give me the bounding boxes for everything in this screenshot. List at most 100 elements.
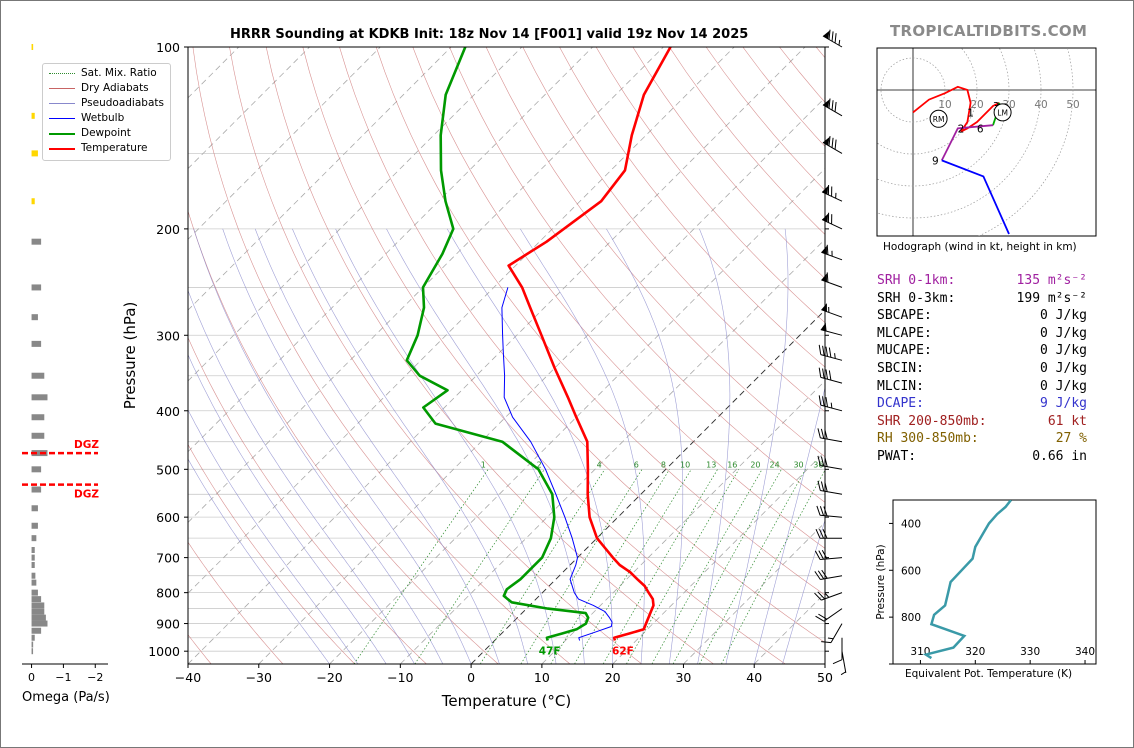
barb-flag: [815, 615, 825, 622]
param-row: SBCIN: 0 J/kg: [877, 360, 1087, 378]
moist-adiabat-line: [697, 228, 731, 664]
hodograph-ring-label: 40: [1034, 99, 1047, 111]
legend-label: Temperature: [81, 142, 148, 154]
barb-shaft: [823, 608, 843, 622]
theta-e-frame: [892, 499, 1097, 665]
omega-bar: [31, 284, 42, 291]
barb-flag: [820, 456, 825, 467]
isotherm-line: [188, 47, 806, 664]
isotherm-line: [329, 167, 825, 664]
legend-swatch: [49, 118, 75, 119]
omega-bar: [31, 596, 42, 603]
barb-shaft: [830, 623, 843, 643]
hodograph-plot: 102030405012369LMRM: [877, 48, 1096, 236]
moist-adiabat-line: [188, 409, 359, 664]
theta-e-x-tick-label: 320: [965, 646, 985, 658]
skewt-axes: −40 −30 −20 −10 0 10 20 30 40 50 100 200 300 400 500 60…: [121, 40, 833, 710]
param-label: SRH 0-1km:: [877, 273, 956, 288]
series-dewpoint: [405, 47, 590, 641]
y-tick-label: 200: [156, 222, 180, 237]
wind-barb: [814, 550, 843, 561]
omega-bar: [31, 648, 34, 655]
param-label: SBCAPE:: [877, 308, 932, 324]
barb-shaft: [820, 514, 843, 518]
page-title: HRRR Sounding at KDKB Init: 18z Nov 14 […: [230, 27, 749, 42]
barb-flag: [818, 344, 822, 355]
omega-bar: [31, 561, 35, 568]
moist-adiabat-line: [188, 353, 387, 664]
omega-x-tick-label: −1: [55, 671, 71, 684]
barb-pennant: [822, 185, 829, 195]
omega-bar: [31, 238, 42, 245]
barb-flag: [828, 98, 831, 109]
dry-adiabat-line: [229, 47, 642, 664]
y-tick-label: 800: [156, 586, 180, 601]
omega-bar: [31, 620, 48, 627]
omega-bar: [31, 627, 42, 634]
mixing-ratio-line: [353, 469, 489, 664]
skewt-traces: 47F 62F: [405, 47, 672, 657]
barb-pennant: [822, 136, 830, 146]
wind-barb: [821, 185, 843, 202]
mixing-ratio-label: 24: [770, 460, 780, 469]
hodograph-height-label: 2: [958, 123, 965, 135]
param-row: MLCIN: 0 J/kg: [877, 378, 1087, 396]
theta-e-y-tick-label: 600: [901, 565, 921, 577]
omega-bar: [31, 535, 37, 542]
wind-barb: [821, 303, 843, 318]
barb-flag: [820, 481, 825, 492]
mixing-ratio-line: [479, 469, 606, 664]
barb-flag: [817, 570, 825, 580]
y-tick-label: 100: [156, 40, 180, 55]
wind-barb: [814, 569, 843, 581]
moist-adiabat-line: [782, 518, 825, 664]
dry-adiabat-line: [188, 209, 499, 664]
moist-adiabat-line: [222, 228, 472, 664]
omega-bar: [31, 522, 38, 529]
barb-half-flag: [828, 307, 830, 313]
omega-bar: [31, 150, 38, 157]
x-tick-label: 40: [746, 670, 762, 685]
barb-shaft: [820, 557, 843, 561]
storm-motion-lm-marker: [993, 103, 1012, 122]
x-tick-label: 30: [675, 670, 691, 685]
mixing-ratio-line: [520, 469, 643, 664]
mixing-ratio-label: 16: [727, 460, 737, 469]
param-row: MUCAPE: 0 J/kg: [877, 342, 1087, 360]
barb-flag: [834, 101, 837, 112]
barb-flag: [828, 136, 831, 146]
hodograph-height-label: 9: [932, 155, 939, 167]
param-label: SBCIN:: [877, 360, 924, 376]
y-tick-label: 700: [156, 551, 180, 566]
y-tick-label: 500: [156, 462, 180, 477]
omega-bar: [31, 589, 38, 596]
dry-adiabat-line: [375, 47, 825, 596]
dry-adiabat-line: [559, 47, 825, 368]
moist-adiabat-line: [193, 228, 444, 664]
omega-bar: [31, 372, 45, 379]
storm-motion-rm-marker: [929, 109, 948, 128]
omega-bar: [31, 414, 45, 421]
barb-half-flag: [831, 250, 833, 257]
param-row: SRH 0-3km: 199 m²s⁻²: [877, 290, 1087, 308]
skewt-axes-frame: [187, 46, 826, 665]
wind-barb: [822, 98, 843, 117]
wind-barb: [818, 367, 843, 384]
moist-adiabat-line: [292, 228, 528, 664]
surface-temperature-label: 62F: [612, 645, 634, 657]
wind-barb: [840, 651, 847, 676]
param-row: RH 300-850mb: 27 %: [877, 430, 1087, 448]
dry-adiabat-line: [412, 47, 825, 549]
barb-flag: [815, 528, 821, 539]
omega-bar: [31, 602, 45, 609]
storm-motion-lm-label: LM: [997, 108, 1008, 117]
dry-adiabat-line: [595, 47, 825, 324]
omega-bar: [31, 466, 42, 473]
omega-bar: [31, 579, 37, 586]
barb-flag: [822, 345, 825, 356]
barb-half-flag: [834, 353, 836, 359]
legend-label: Dry Adiabats: [81, 82, 149, 94]
barb-pennant: [822, 30, 830, 39]
legend: Sat. Mix. Ratio Dry Adiabats Pseudoadiab…: [42, 63, 171, 161]
